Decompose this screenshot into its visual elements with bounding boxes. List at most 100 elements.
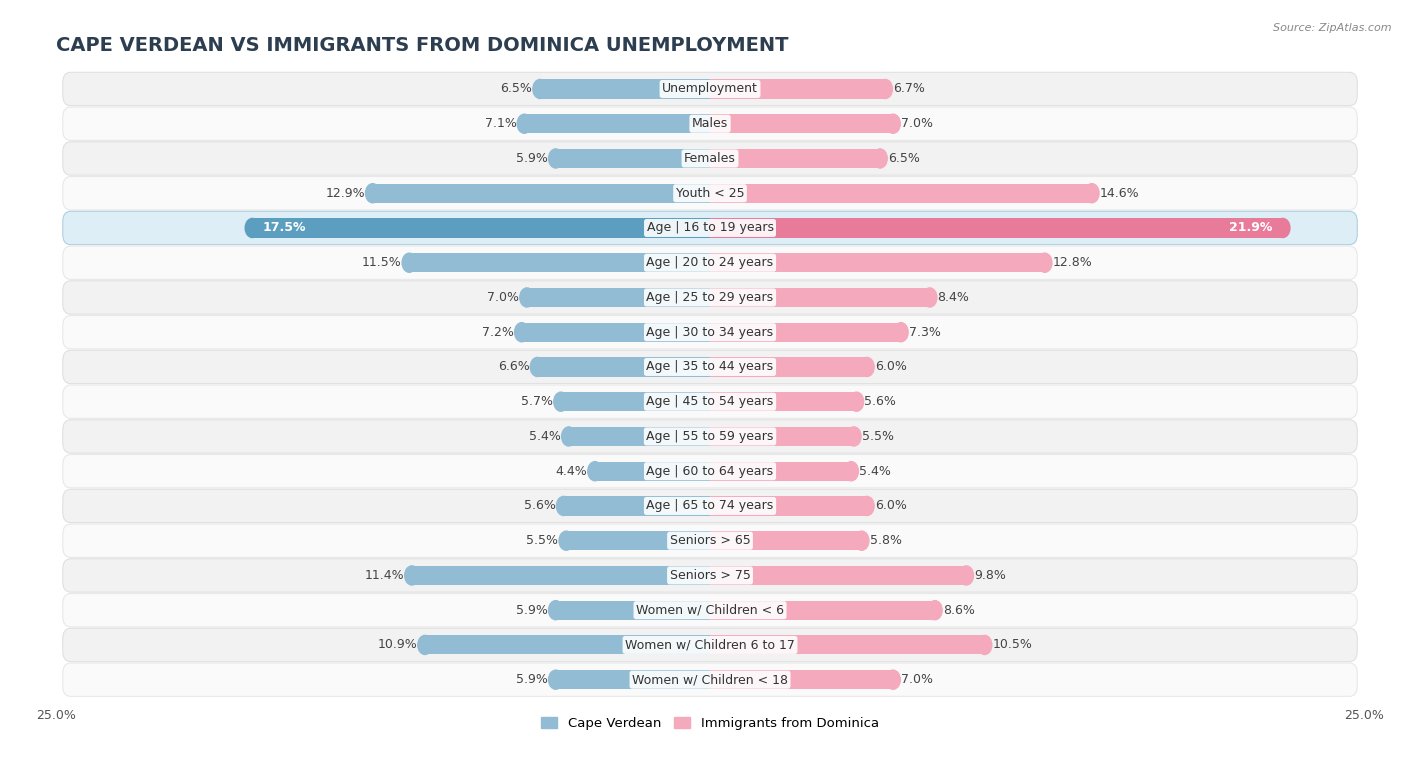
Bar [710, 114, 893, 133]
Bar [409, 253, 710, 273]
Circle shape [588, 462, 602, 481]
Text: CAPE VERDEAN VS IMMIGRANTS FROM DOMINICA UNEMPLOYMENT: CAPE VERDEAN VS IMMIGRANTS FROM DOMINICA… [56, 36, 789, 55]
Text: 5.4%: 5.4% [859, 465, 891, 478]
Circle shape [517, 114, 531, 133]
Bar [412, 566, 710, 585]
Text: Seniors > 75: Seniors > 75 [669, 569, 751, 582]
Circle shape [886, 114, 900, 133]
Bar [710, 79, 886, 98]
Text: 7.0%: 7.0% [901, 673, 934, 686]
Text: 21.9%: 21.9% [1229, 222, 1272, 235]
Text: Females: Females [685, 152, 735, 165]
Circle shape [849, 392, 863, 411]
Circle shape [859, 357, 875, 376]
FancyBboxPatch shape [63, 350, 1357, 384]
Text: Age | 45 to 54 years: Age | 45 to 54 years [647, 395, 773, 408]
Circle shape [886, 670, 900, 689]
Bar [710, 149, 880, 168]
FancyBboxPatch shape [63, 176, 1357, 210]
FancyBboxPatch shape [63, 142, 1357, 175]
Bar [540, 79, 710, 98]
Text: Unemployment: Unemployment [662, 83, 758, 95]
FancyBboxPatch shape [63, 524, 1357, 557]
Text: 8.4%: 8.4% [938, 291, 969, 304]
Text: 5.9%: 5.9% [516, 673, 548, 686]
Bar [710, 322, 901, 341]
Text: 12.8%: 12.8% [1053, 256, 1092, 269]
Circle shape [520, 288, 534, 307]
Text: 4.4%: 4.4% [555, 465, 588, 478]
Circle shape [533, 79, 547, 98]
Bar [710, 600, 935, 620]
Text: Males: Males [692, 117, 728, 130]
Text: Age | 30 to 34 years: Age | 30 to 34 years [647, 326, 773, 338]
Circle shape [554, 392, 568, 411]
Bar [569, 427, 710, 446]
Text: 7.0%: 7.0% [901, 117, 934, 130]
Circle shape [548, 670, 562, 689]
Text: Age | 55 to 59 years: Age | 55 to 59 years [647, 430, 773, 443]
Bar [710, 497, 868, 516]
Circle shape [879, 79, 893, 98]
Circle shape [515, 322, 529, 341]
Text: Age | 65 to 74 years: Age | 65 to 74 years [647, 500, 773, 512]
Text: 7.0%: 7.0% [486, 291, 519, 304]
Text: 5.4%: 5.4% [529, 430, 561, 443]
Circle shape [548, 600, 562, 620]
Text: 6.0%: 6.0% [875, 500, 907, 512]
FancyBboxPatch shape [63, 246, 1357, 279]
Circle shape [245, 219, 260, 238]
Text: Age | 60 to 64 years: Age | 60 to 64 years [647, 465, 773, 478]
Text: 6.0%: 6.0% [875, 360, 907, 373]
Circle shape [873, 149, 887, 168]
Bar [710, 427, 853, 446]
Circle shape [894, 322, 908, 341]
Text: 5.6%: 5.6% [865, 395, 896, 408]
Bar [564, 497, 710, 516]
Bar [561, 392, 710, 411]
Circle shape [859, 497, 875, 516]
Bar [555, 670, 710, 689]
Text: 7.1%: 7.1% [485, 117, 516, 130]
Text: Women w/ Children < 6: Women w/ Children < 6 [636, 603, 785, 617]
FancyBboxPatch shape [63, 628, 1357, 662]
Bar [710, 219, 1282, 238]
Circle shape [557, 497, 571, 516]
Text: Age | 20 to 24 years: Age | 20 to 24 years [647, 256, 773, 269]
Bar [710, 288, 929, 307]
Bar [537, 357, 710, 376]
FancyBboxPatch shape [63, 420, 1357, 453]
Circle shape [1275, 219, 1289, 238]
FancyBboxPatch shape [63, 316, 1357, 349]
Text: 6.7%: 6.7% [893, 83, 925, 95]
Bar [710, 670, 893, 689]
Text: 10.5%: 10.5% [993, 638, 1032, 652]
Bar [555, 600, 710, 620]
Circle shape [844, 462, 859, 481]
Text: 7.2%: 7.2% [482, 326, 515, 338]
Bar [524, 114, 710, 133]
Circle shape [418, 635, 432, 655]
Bar [555, 149, 710, 168]
FancyBboxPatch shape [63, 385, 1357, 419]
Circle shape [977, 635, 991, 655]
Text: 11.4%: 11.4% [364, 569, 404, 582]
Text: Age | 25 to 29 years: Age | 25 to 29 years [647, 291, 773, 304]
FancyBboxPatch shape [63, 107, 1357, 140]
Circle shape [561, 427, 576, 446]
Circle shape [1038, 253, 1052, 273]
Circle shape [560, 531, 574, 550]
FancyBboxPatch shape [63, 73, 1357, 106]
Circle shape [928, 600, 942, 620]
Bar [710, 462, 851, 481]
Text: Seniors > 65: Seniors > 65 [669, 534, 751, 547]
Text: 5.7%: 5.7% [522, 395, 553, 408]
Text: Women w/ Children < 18: Women w/ Children < 18 [633, 673, 787, 686]
Bar [710, 566, 966, 585]
Text: 11.5%: 11.5% [361, 256, 402, 269]
Bar [253, 219, 710, 238]
Text: 12.9%: 12.9% [325, 187, 364, 200]
Text: Age | 16 to 19 years: Age | 16 to 19 years [647, 222, 773, 235]
Circle shape [959, 566, 973, 585]
FancyBboxPatch shape [63, 559, 1357, 592]
